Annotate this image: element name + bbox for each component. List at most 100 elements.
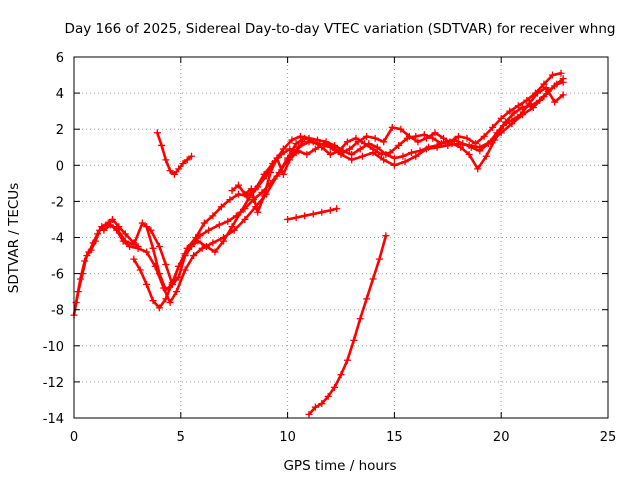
data-point	[320, 140, 328, 148]
data-point	[348, 150, 356, 158]
series-arc-8	[153, 129, 195, 178]
data-point	[211, 248, 219, 256]
data-point	[202, 243, 210, 251]
data-point	[476, 147, 484, 155]
data-point	[412, 132, 420, 140]
data-point	[333, 205, 341, 213]
data-point	[489, 123, 497, 131]
data-point	[143, 248, 151, 256]
tick-labels: 0 5 10 15 20 25 -14 -12 -10 -8 -6 -4 -2 0 2 4 6	[43, 51, 617, 445]
plot-frame	[73, 56, 609, 419]
data-point	[382, 232, 390, 240]
data-point	[89, 239, 97, 247]
x-tick-label: 0	[70, 430, 78, 445]
data-point	[254, 208, 262, 216]
data-point	[168, 280, 176, 288]
data-point	[113, 224, 121, 232]
data-point	[215, 221, 223, 229]
data-point	[279, 145, 287, 153]
series-line	[307, 234, 388, 416]
data-point	[463, 134, 471, 142]
series-line	[132, 71, 563, 310]
data-point	[303, 150, 311, 158]
data-point	[324, 392, 332, 400]
series-arc-2	[72, 75, 567, 306]
data-point	[134, 244, 142, 252]
data-point	[448, 140, 456, 148]
data-point	[230, 226, 238, 234]
data-point	[540, 80, 548, 88]
data-point	[386, 149, 394, 157]
data-point	[241, 190, 249, 198]
data-point	[286, 145, 294, 153]
data-point	[175, 165, 183, 173]
y-tick-label: -2	[51, 195, 64, 210]
data-point	[542, 84, 550, 92]
data-point	[260, 170, 268, 178]
data-point	[375, 255, 383, 263]
data-series	[70, 69, 567, 418]
data-point	[228, 223, 236, 231]
y-tick-label: -4	[51, 232, 64, 247]
data-point	[100, 226, 108, 234]
data-point	[158, 141, 166, 149]
chart-title: Day 166 of 2025, Sidereal Day-to-day VTE…	[65, 21, 616, 37]
data-point	[369, 145, 377, 153]
data-point	[309, 210, 317, 218]
data-point	[183, 156, 191, 164]
data-point	[175, 262, 183, 270]
data-point	[166, 167, 174, 175]
data-point	[318, 208, 326, 216]
series-arc-3	[100, 78, 567, 288]
data-point	[273, 154, 281, 162]
data-point	[412, 152, 420, 160]
series-line	[74, 77, 565, 304]
data-point	[337, 371, 345, 379]
y-tick-label: -10	[43, 340, 64, 355]
data-point	[431, 129, 439, 137]
data-point	[224, 217, 232, 225]
data-point	[363, 132, 371, 140]
data-point	[508, 116, 516, 124]
data-point	[136, 266, 144, 274]
data-point	[173, 288, 181, 296]
data-point	[551, 98, 559, 106]
data-point	[309, 138, 317, 146]
y-tick-label: -12	[43, 376, 64, 391]
data-point	[162, 286, 170, 294]
data-point	[234, 190, 242, 198]
data-point	[121, 237, 129, 245]
data-point	[153, 129, 161, 137]
data-point	[506, 107, 514, 115]
data-point	[292, 140, 300, 148]
data-point	[220, 237, 228, 245]
data-point	[209, 239, 217, 247]
data-point	[260, 192, 268, 200]
data-point	[166, 298, 174, 306]
x-tick-label: 25	[600, 430, 617, 445]
data-point	[311, 403, 319, 411]
data-point	[98, 223, 106, 231]
data-point	[548, 71, 556, 79]
data-point	[162, 156, 170, 164]
data-point	[350, 336, 358, 344]
data-point	[76, 275, 84, 283]
y-tick-label: -8	[51, 304, 64, 319]
data-point	[301, 212, 309, 220]
data-point	[277, 150, 285, 158]
grid-lines	[74, 57, 608, 418]
data-point	[138, 219, 146, 227]
data-point	[305, 410, 313, 418]
series-arc-1	[70, 215, 142, 319]
y-tick-label: 2	[56, 123, 64, 138]
data-point	[247, 185, 255, 193]
data-point	[311, 145, 319, 153]
data-point	[121, 230, 129, 238]
data-point	[371, 134, 379, 142]
y-tick-label: -6	[51, 268, 64, 283]
data-point	[454, 132, 462, 140]
data-point	[433, 141, 441, 149]
data-point	[143, 223, 151, 231]
data-point	[108, 215, 116, 223]
data-point	[288, 136, 296, 144]
